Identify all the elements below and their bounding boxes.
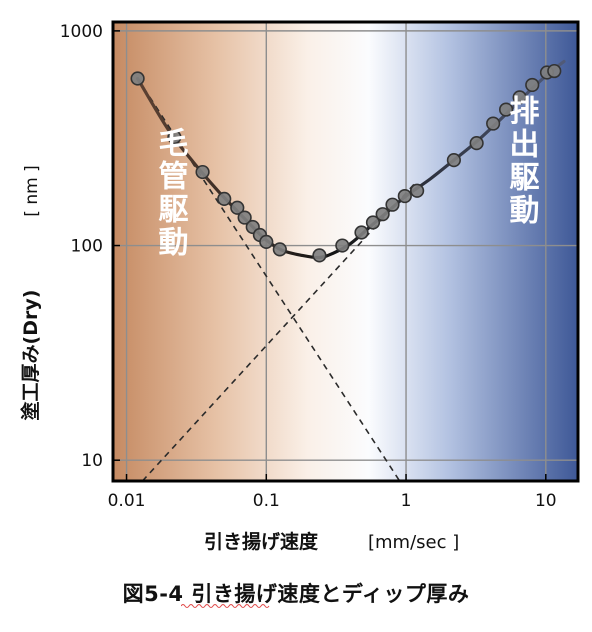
data-point — [499, 102, 514, 117]
data-point — [375, 207, 390, 222]
data-point — [195, 164, 210, 180]
ticks: 0.01 0.1 1 10 10 100 1000 — [60, 22, 557, 511]
data-point — [446, 153, 461, 168]
data-point — [410, 183, 425, 198]
spellcheck-underline — [181, 604, 270, 608]
y-axis-unit: [ nm ] — [22, 165, 42, 216]
data-point — [525, 77, 540, 93]
data-point — [217, 191, 232, 206]
plot-frame — [111, 20, 580, 483]
data-point — [230, 200, 245, 215]
data-point — [167, 130, 182, 145]
y-tick-label: 10 — [81, 451, 103, 471]
x-tick-label: 0.1 — [253, 491, 280, 511]
data-point — [130, 71, 145, 86]
y-tick-label: 100 — [71, 237, 103, 257]
data-point — [354, 225, 369, 240]
y-tick-label: 1000 — [60, 22, 103, 42]
region-label-capillary: 毛管駆動 — [153, 127, 189, 259]
data-point — [397, 188, 412, 204]
data-point — [486, 116, 501, 131]
data-point — [385, 197, 400, 212]
x-tick-label: 10 — [535, 491, 557, 511]
data-point — [312, 248, 327, 263]
data-point — [237, 210, 252, 225]
data-point — [512, 90, 527, 105]
region-label-drainage: 排出駆動 — [504, 95, 540, 227]
data-point — [259, 234, 274, 249]
data-point — [335, 238, 350, 253]
figure-caption-prefix: 図5-4 — [122, 582, 184, 606]
figure-caption: 図5-4 引き揚げ速度とディップ厚み — [0, 578, 592, 608]
x-tick-label: 1 — [401, 491, 412, 511]
x-tick-label: 0.01 — [108, 491, 146, 511]
data-point — [547, 63, 562, 79]
y-axis-label: 塗工厚み(Dry) — [19, 290, 42, 421]
x-axis-label: 引き揚げ速度 — [204, 530, 319, 553]
data-point — [365, 215, 381, 230]
drainage-asymptote — [141, 180, 418, 482]
drainage-asymptote-line — [141, 180, 418, 482]
x-axis-unit: [mm/sec ] — [368, 532, 459, 553]
data-points — [130, 63, 562, 263]
figure-caption-text: 引き揚げ速度とディップ厚み — [191, 582, 470, 606]
data-point — [272, 242, 287, 257]
data-point — [469, 136, 484, 151]
